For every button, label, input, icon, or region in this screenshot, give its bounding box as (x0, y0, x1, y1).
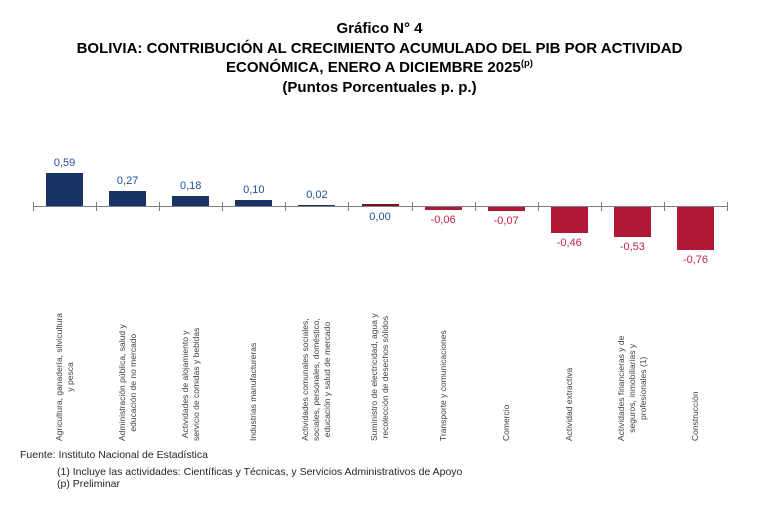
bar (676, 207, 714, 250)
category-label-cell: Actividades de alojamiento y servicio de… (159, 291, 222, 441)
category-label-rotator: Suministro de electricidad, agua y recol… (348, 291, 411, 441)
category-label: Construcción (689, 391, 700, 441)
axis-tick (96, 202, 98, 211)
bar (613, 207, 651, 237)
category-label-cell: Industrias manufactureras (222, 291, 285, 441)
category-label: Actividades de alojamiento y servicio de… (179, 327, 201, 441)
chart-title-line3: (Puntos Porcentuales p. p.) (0, 78, 759, 98)
bar (487, 207, 525, 211)
footer-note-1: (1) Incluye las actividades: Científicas… (57, 466, 463, 478)
axis-tick (159, 202, 161, 211)
bar (46, 172, 84, 206)
category-label: Suministro de electricidad, agua y recol… (368, 313, 390, 441)
category-label-rotator: Agricultura, ganadería, silvicultura y p… (33, 291, 96, 441)
category-label-cell: Agricultura, ganadería, silvicultura y p… (33, 291, 96, 441)
bar-zero (361, 204, 399, 206)
category-label: Comercio (500, 404, 511, 441)
bar (235, 200, 273, 206)
category-label-rotator: Actividades de alojamiento y servicio de… (159, 291, 222, 441)
footer-note-p: (p) Preliminar (57, 478, 121, 490)
category-label: Agricultura, ganadería, silvicultura y p… (53, 312, 75, 441)
category-label: Actividades comunales sociales, sociales… (300, 318, 333, 441)
bar (424, 207, 462, 211)
bar-value-label: -0,76 (682, 253, 708, 266)
axis-tick (348, 202, 350, 211)
category-label-cell: Actividades comunales sociales, sociales… (285, 291, 348, 441)
chart-title-line1-text: Gráfico N° 4 (336, 20, 423, 37)
category-label-rotator: Transporte y comunicaciones (412, 291, 475, 441)
category-label-rotator: Comercio (475, 291, 538, 441)
axis-tick (727, 202, 728, 211)
chart-title-line3-text: (Puntos Porcentuales p. p.) (282, 78, 477, 96)
chart-title-line1: Gráfico N° 4 (0, 19, 759, 39)
category-label-cell: Construcción (664, 291, 727, 441)
category-label-cell: Suministro de electricidad, agua y recol… (348, 291, 411, 441)
bar-value-label: -0,06 (430, 214, 456, 227)
category-label-rotator: Actividades financieras y de seguros, in… (601, 291, 664, 441)
bar (172, 195, 210, 206)
axis-tick (600, 202, 602, 211)
category-label: Industrias manufactureras (248, 342, 259, 441)
bar-value-label: 0,00 (369, 211, 391, 223)
axis-tick (285, 202, 287, 211)
footer-source: Fuente: Instituto Nacional de Estadístic… (20, 449, 208, 461)
category-label-rotator: Actividad extractiva (538, 291, 601, 441)
x-axis-line (33, 206, 727, 207)
category-label-cell: Comercio (475, 291, 538, 441)
category-label: Transporte y comunicaciones (437, 330, 448, 441)
bar-value-label: 0,10 (243, 184, 265, 197)
axis-tick (663, 202, 665, 211)
category-label-cell: Actividades financieras y de seguros, in… (601, 291, 664, 441)
category-label-rotator: Industrias manufactureras (222, 291, 285, 441)
axis-tick (474, 202, 476, 211)
category-label: Administración pública, salud y educació… (116, 324, 138, 441)
bar-value-label: 0,59 (53, 156, 76, 169)
chart-title-line2-text: BOLIVIA: CONTRIBUCIÓN AL CRECIMIENTO ACU… (76, 39, 683, 77)
bar-value-label: 0,27 (116, 174, 139, 187)
category-label-rotator: Construcción (664, 291, 727, 441)
axis-tick (222, 202, 224, 211)
axis-tick (411, 202, 413, 211)
chart-title-block: Gráfico N° 4 BOLIVIA: CONTRIBUCIÓN AL CR… (0, 19, 759, 97)
bar-value-label: -0,46 (556, 236, 582, 249)
title-superscript-p: (p) (520, 58, 533, 69)
axis-tick (33, 202, 34, 211)
category-label: Actividad extractiva (563, 367, 574, 441)
axis-tick (537, 202, 539, 211)
bar-value-label: -0,07 (493, 214, 519, 227)
bar (550, 207, 588, 233)
chart-title-line2: BOLIVIA: CONTRIBUCIÓN AL CRECIMIENTO ACU… (27, 39, 732, 78)
bar (109, 190, 147, 206)
category-label-cell: Transporte y comunicaciones (412, 291, 475, 441)
bar-value-label: 0,02 (306, 188, 328, 201)
category-label-cell: Actividad extractiva (538, 291, 601, 441)
category-label-cell: Administración pública, salud y educació… (96, 291, 159, 441)
bar-value-label: 0,18 (180, 179, 202, 192)
category-label-rotator: Actividades comunales sociales, sociales… (285, 291, 348, 441)
bar (298, 204, 336, 206)
category-label: Actividades financieras y de seguros, in… (615, 335, 648, 441)
category-label-rotator: Administración pública, salud y educació… (96, 291, 159, 441)
bar-value-label: -0,53 (619, 240, 645, 253)
